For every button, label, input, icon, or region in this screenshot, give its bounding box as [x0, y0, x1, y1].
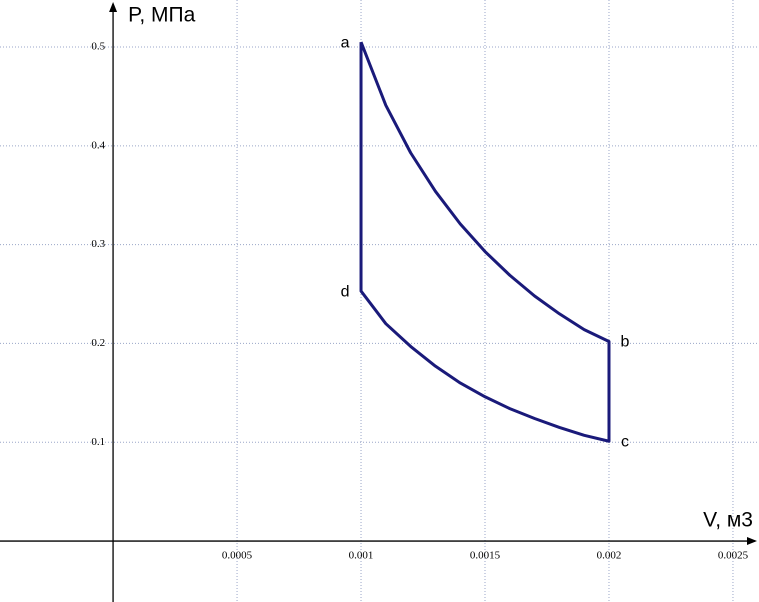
labels: 0.0005 0.001 0.0015 0.002 0.0025 0.1 0.2 0.3 0.4…: [91, 4, 753, 562]
point-label: d: [341, 283, 350, 300]
y-axis-label: P, МПа: [128, 4, 196, 27]
y-axis-arrow: [109, 2, 118, 12]
plot: [359, 41, 611, 443]
y-tick-label: 0.2: [91, 337, 105, 349]
y-tick-label: 0.5: [91, 41, 105, 53]
y-tick-label: 0.3: [91, 238, 105, 250]
cycle-line: [359, 41, 611, 443]
y-tick-label: 0.4: [91, 139, 105, 151]
point-label: a: [341, 34, 350, 51]
y-tick-label: 0.1: [91, 436, 105, 448]
x-tick-label: 0.0005: [222, 550, 253, 562]
point-label: c: [621, 433, 629, 450]
x-axis-arrow: [747, 537, 757, 546]
x-tick-label: 0.001: [349, 550, 374, 562]
x-tick-label: 0.002: [597, 550, 622, 562]
x-tick-label: 0.0015: [470, 550, 501, 562]
x-tick-label: 0.0025: [718, 550, 749, 562]
x-axis-label: V, м3: [703, 509, 753, 532]
point-label: b: [621, 334, 630, 351]
